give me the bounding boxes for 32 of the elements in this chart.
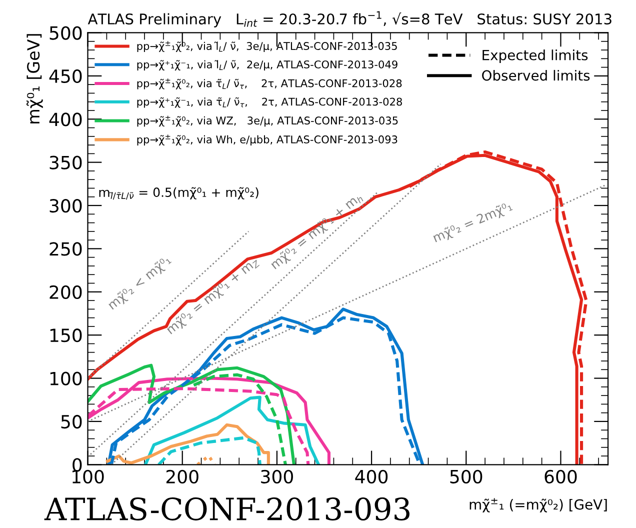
x-axis-title: mχ̃$^{±}$₁ (=mχ̃⁰₂) [GeV]: [470, 498, 607, 512]
annotation: mχ̃⁰₂ = 2mχ̃⁰₁: [432, 200, 514, 245]
legend-label: pp→χ̃$^{±}$₁χ̃⁰₂, via WZ, 3e/μ, ATLAS-CONF-2013-035: [137, 116, 398, 127]
chart-title: ATLAS Preliminary L$_{int}$ = 20.3-20.7 fb$^{−1}$, √s=8 TeV Status: SUSY 2013: [88, 11, 612, 28]
y-tick-label: 50: [61, 414, 82, 429]
annotation: Expected limits: [482, 50, 588, 63]
annotation: mχ̃⁰₂ = mχ̃⁰₁ + m$_{h}$: [269, 191, 364, 272]
annotation: Observed limits: [482, 70, 590, 81]
legend-label: pp→χ̃$^{±}$₁χ̃⁰₂, via τ̃$_{L}$/ ν̃$_{τ}$, 2τ, ATLAS-CONF-2013-028: [137, 78, 402, 90]
legend-label: pp→χ̃⁺₁χ̃⁻₁, via l̃$_{L}$/ ν̃, 2e/μ, ATLAS-CONF-2013-049: [137, 60, 398, 70]
y-tick-label: 100: [50, 372, 82, 386]
x-tick-label: 100: [72, 470, 104, 484]
legend-label: pp→χ̃⁺₁χ̃⁻₁, via τ̃$_{L}$/ ν̃$_{τ}$, 2τ, ATLAS-CONF-2013-028: [137, 97, 402, 108]
y-tick-label: 250: [50, 242, 82, 256]
text: ATLAS-CONF-2013-093: [44, 497, 410, 521]
annotation: mχ̃⁰₂ < mχ̃⁰₁: [106, 254, 174, 312]
x-tick-label: 300: [261, 470, 293, 484]
x-tick-label: 400: [355, 470, 388, 484]
legend-label: pp→χ̃$^{±}$₁χ̃⁰₂, via Wh, e/μbb, ATLAS-CONF-2013-093: [137, 134, 398, 146]
y-tick-label: 400: [49, 112, 82, 126]
y-tick-label: 450: [49, 69, 82, 84]
y-tick-label: 300: [50, 198, 82, 213]
x-tick-label: 500: [450, 470, 482, 484]
x-tick-label: 200: [166, 470, 198, 484]
y-tick-label: 150: [50, 328, 82, 342]
y-tick-label: 350: [50, 156, 82, 170]
annotation: m$_{l̃/τ̃L/ν̃}$ = 0.5(mχ̃⁰₁ + mχ̃⁰₂): [99, 187, 258, 200]
x-tick-label: 600: [544, 470, 577, 484]
y-tick-label: 200: [50, 285, 82, 299]
y-axis-title: mχ̃⁰₁ [GeV]: [26, 34, 43, 124]
legend-label: pp→χ̃$^{±}$₁χ̃⁰₂, via l̃$_{L}$/ ν̃, 3e/μ, ATLAS-CONF-2013-035: [137, 41, 397, 52]
y-tick-label: 500: [50, 26, 82, 40]
